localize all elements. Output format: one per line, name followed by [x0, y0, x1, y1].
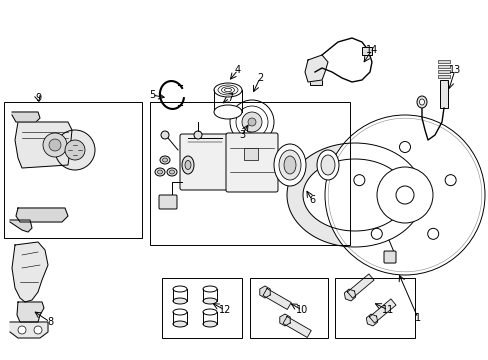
Ellipse shape — [284, 156, 295, 174]
Bar — [437, 65, 449, 68]
Ellipse shape — [162, 158, 167, 162]
Text: 13: 13 — [448, 65, 460, 75]
Circle shape — [55, 130, 95, 170]
FancyBboxPatch shape — [225, 133, 278, 192]
Circle shape — [43, 133, 67, 157]
Polygon shape — [346, 274, 373, 298]
Polygon shape — [12, 112, 40, 122]
Circle shape — [34, 326, 42, 334]
Polygon shape — [259, 286, 270, 298]
Circle shape — [399, 141, 409, 153]
Ellipse shape — [169, 170, 174, 174]
Circle shape — [444, 175, 455, 186]
Polygon shape — [17, 302, 44, 322]
Polygon shape — [344, 289, 355, 301]
Text: 5: 5 — [148, 90, 155, 100]
Circle shape — [236, 106, 267, 138]
Text: 11: 11 — [381, 305, 393, 315]
Ellipse shape — [173, 286, 186, 292]
Ellipse shape — [173, 309, 186, 315]
Ellipse shape — [203, 298, 217, 304]
Ellipse shape — [218, 85, 238, 95]
Ellipse shape — [419, 99, 424, 105]
Text: 8: 8 — [47, 317, 53, 327]
Circle shape — [65, 140, 85, 160]
Bar — [309, 75, 321, 85]
Text: 9: 9 — [35, 93, 41, 103]
Ellipse shape — [214, 83, 242, 97]
Ellipse shape — [182, 156, 194, 174]
Circle shape — [395, 186, 413, 204]
Ellipse shape — [160, 156, 170, 164]
Ellipse shape — [214, 105, 242, 119]
Polygon shape — [305, 55, 327, 82]
Ellipse shape — [279, 150, 301, 180]
Polygon shape — [368, 299, 395, 323]
Polygon shape — [10, 220, 32, 232]
Circle shape — [242, 112, 262, 132]
Ellipse shape — [416, 96, 426, 108]
Ellipse shape — [167, 168, 177, 176]
Text: 14: 14 — [365, 45, 377, 55]
Text: 7: 7 — [226, 93, 233, 103]
Ellipse shape — [173, 321, 186, 327]
Circle shape — [325, 115, 484, 275]
Bar — [437, 60, 449, 63]
Bar — [439, 80, 447, 108]
Ellipse shape — [157, 170, 162, 174]
Bar — [437, 70, 449, 73]
Circle shape — [427, 228, 438, 239]
Ellipse shape — [224, 88, 231, 92]
Circle shape — [353, 175, 364, 186]
Polygon shape — [15, 122, 72, 168]
Circle shape — [49, 139, 61, 151]
FancyBboxPatch shape — [180, 134, 228, 190]
Ellipse shape — [203, 286, 217, 292]
Ellipse shape — [221, 87, 234, 93]
Bar — [150, 102, 349, 245]
Circle shape — [376, 167, 432, 223]
Circle shape — [18, 326, 26, 334]
Circle shape — [161, 131, 169, 139]
Ellipse shape — [245, 133, 253, 139]
Text: 6: 6 — [308, 195, 314, 205]
Bar — [249, 278, 327, 338]
Circle shape — [370, 228, 382, 239]
Text: 3: 3 — [239, 130, 244, 140]
Bar — [244, 148, 258, 160]
Text: 1: 1 — [414, 313, 420, 323]
Polygon shape — [283, 316, 311, 337]
Polygon shape — [286, 143, 413, 247]
Polygon shape — [366, 314, 377, 326]
Ellipse shape — [155, 168, 164, 176]
Bar — [437, 75, 449, 78]
Polygon shape — [263, 288, 291, 310]
Circle shape — [327, 118, 481, 272]
Circle shape — [229, 100, 273, 144]
Text: 12: 12 — [218, 305, 231, 315]
Polygon shape — [12, 242, 48, 302]
Ellipse shape — [273, 144, 305, 186]
Bar — [162, 278, 242, 338]
Bar — [334, 278, 414, 338]
Text: 4: 4 — [234, 65, 241, 75]
Text: 2: 2 — [256, 73, 263, 83]
Ellipse shape — [316, 150, 338, 180]
Circle shape — [247, 118, 256, 126]
Ellipse shape — [203, 321, 217, 327]
Bar — [4, 102, 142, 238]
Text: 10: 10 — [295, 305, 307, 315]
Polygon shape — [10, 322, 48, 338]
Ellipse shape — [320, 155, 334, 175]
Ellipse shape — [203, 309, 217, 315]
Polygon shape — [16, 208, 68, 222]
Polygon shape — [279, 314, 289, 326]
Ellipse shape — [173, 298, 186, 304]
FancyBboxPatch shape — [383, 251, 395, 263]
Ellipse shape — [184, 161, 191, 170]
FancyBboxPatch shape — [159, 195, 177, 209]
Circle shape — [194, 131, 202, 139]
Bar — [361, 47, 371, 55]
